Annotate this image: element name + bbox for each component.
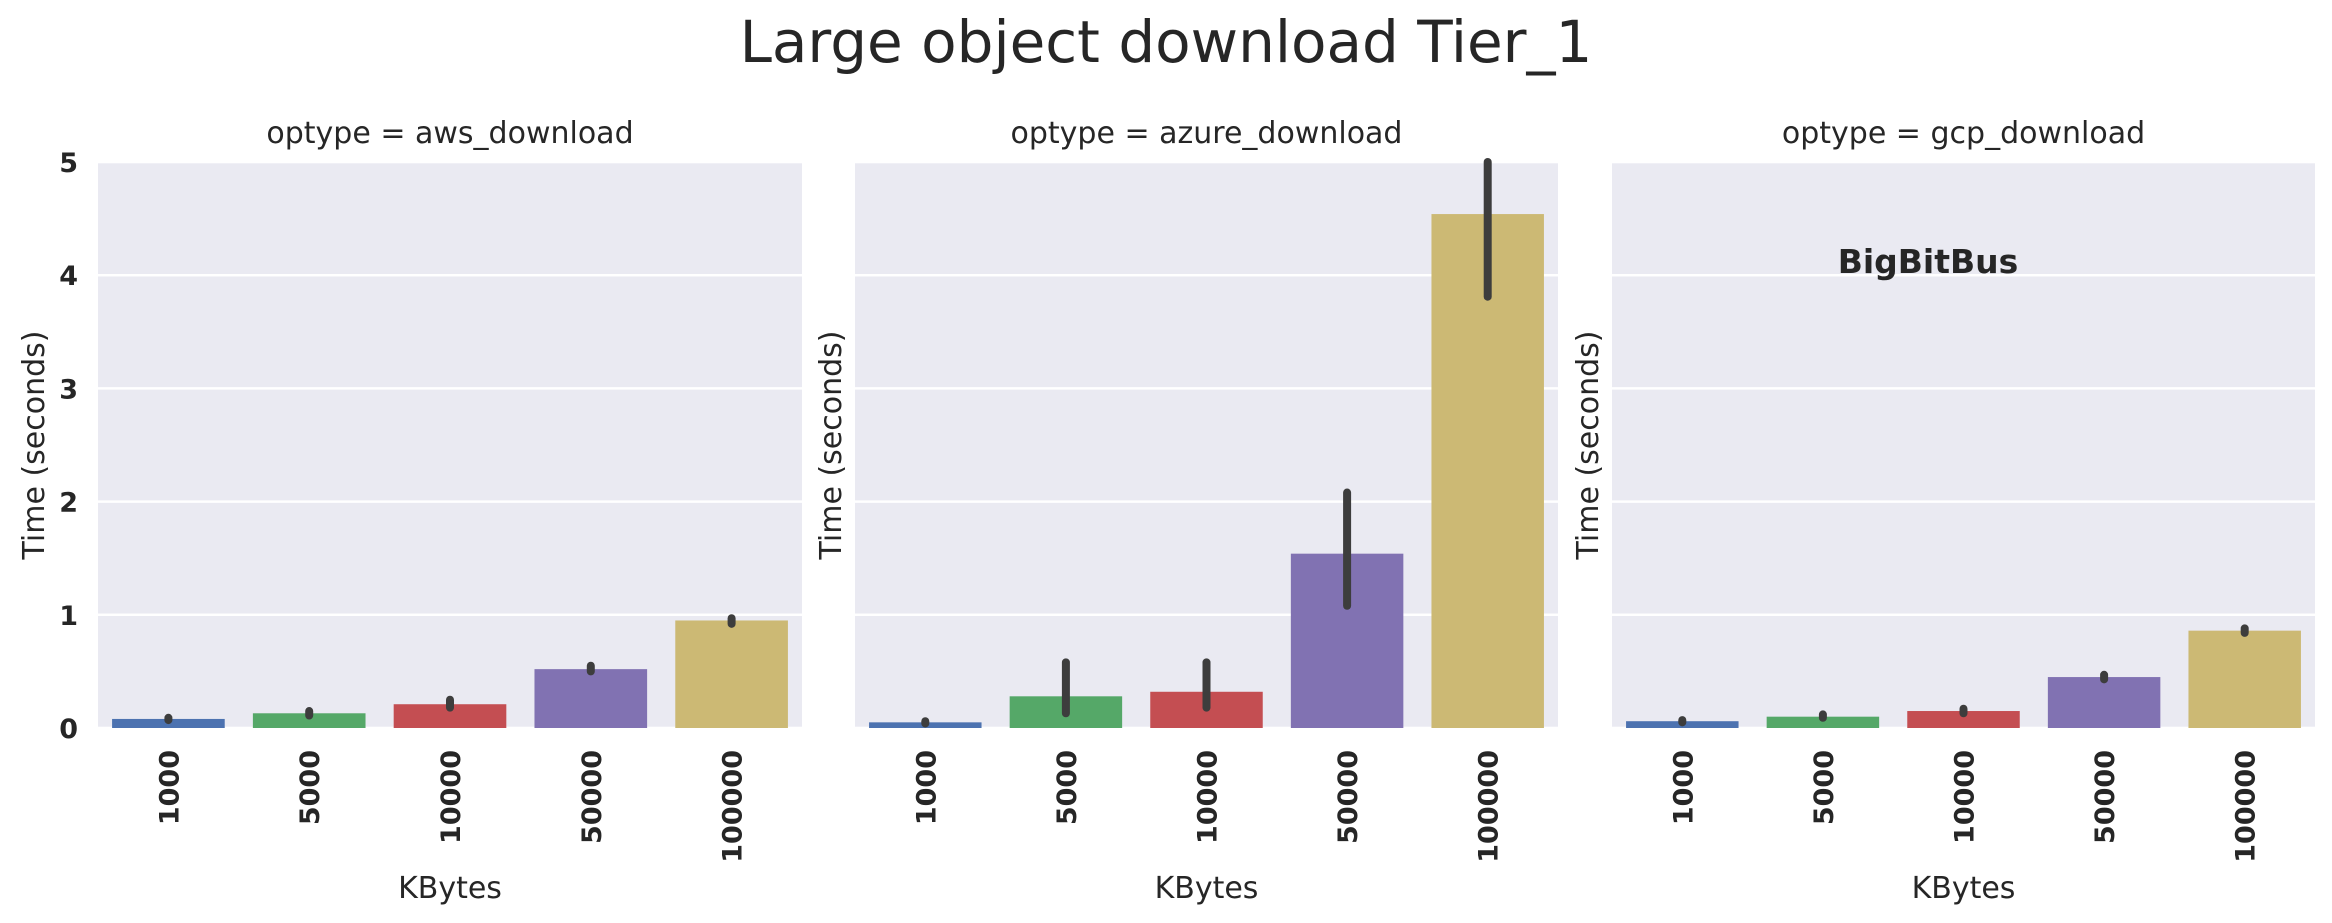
bar-100000 xyxy=(2188,630,2301,728)
panel-3: 1000 5000 10000 50000 100000 optype = gcp_dow… xyxy=(1571,116,2315,906)
panel-title: optype = gcp_download xyxy=(1782,116,2145,151)
x-tick-label: 10000 xyxy=(436,750,467,844)
x-tick-label: 100000 xyxy=(1474,750,1505,863)
x-axis-label: KBytes xyxy=(1155,871,1259,906)
x-axis-label: KBytes xyxy=(398,871,502,906)
x-axis-label: KBytes xyxy=(1912,871,2016,906)
panel-title: optype = aws_download xyxy=(266,116,633,151)
x-tick-label: 10000 xyxy=(1193,750,1224,844)
y-axis-label: Time (seconds) xyxy=(17,331,52,561)
y-tick-label: 5 xyxy=(59,148,78,179)
y-tick-label: 1 xyxy=(59,601,78,632)
x-tick-label: 50000 xyxy=(577,750,608,844)
x-tick-label: 50000 xyxy=(2090,750,2121,844)
watermark-text: BigBitBus xyxy=(1838,242,2019,281)
x-tick-label: 5000 xyxy=(1809,750,1840,825)
y-axis-label: Time (seconds) xyxy=(814,331,849,561)
y-tick-label: 2 xyxy=(59,488,78,519)
y-tick-label: 0 xyxy=(59,714,78,745)
bar-5000 xyxy=(1766,716,1880,728)
x-tick-label: 1000 xyxy=(154,750,185,825)
panel-title: optype = azure_download xyxy=(1011,116,1403,151)
x-tick-label: 10000 xyxy=(1950,750,1981,844)
chart-title: Large object download Tier_1 xyxy=(740,8,1593,76)
x-tick-label: 5000 xyxy=(1052,750,1083,825)
bar-50000 xyxy=(534,669,648,728)
y-tick-label: 4 xyxy=(59,261,78,292)
x-tick-label: 5000 xyxy=(295,750,326,825)
bar-10000 xyxy=(1907,711,2020,728)
bar-100000 xyxy=(675,620,788,728)
y-axis-label: Time (seconds) xyxy=(1571,331,1606,561)
x-tick-label: 100000 xyxy=(718,750,749,863)
x-tick-label: 1000 xyxy=(1668,750,1699,825)
panel-1: 0 1 2 3 4 5 1000 5000 10000 50000 100000 optype = a… xyxy=(17,116,802,906)
x-tick-label: 1000 xyxy=(911,750,942,825)
x-tick-label: 100000 xyxy=(2231,750,2262,863)
bar-10000 xyxy=(393,704,507,728)
panel-2: 1000 5000 10000 50000 100000 optype = azure_d… xyxy=(814,116,1558,906)
bar-5000 xyxy=(252,713,366,728)
x-tick-label: 50000 xyxy=(1333,750,1364,844)
bar-50000 xyxy=(2047,677,2161,728)
y-tick-label: 3 xyxy=(59,374,78,405)
chart-panels: 0 1 2 3 4 5 1000 5000 10000 50000 100000 optype = a… xyxy=(17,116,2315,906)
